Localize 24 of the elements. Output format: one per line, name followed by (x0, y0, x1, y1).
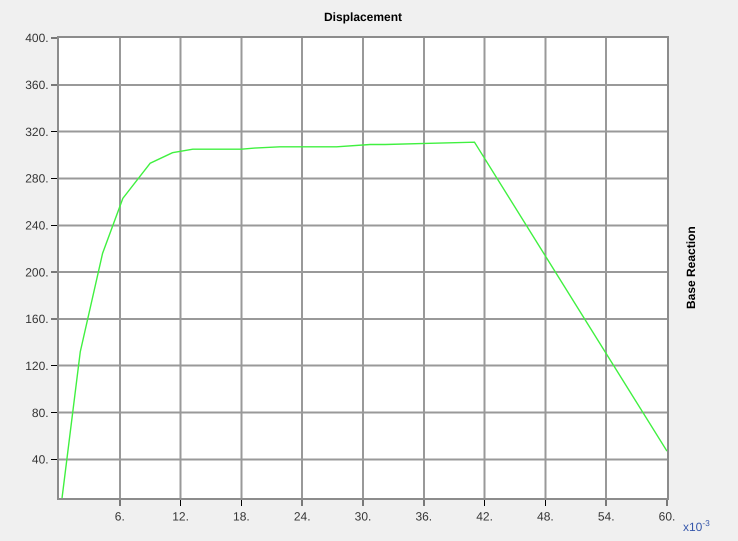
line-series (61, 141, 667, 498)
x-tick-label: 60. (658, 509, 676, 524)
y-tick-label: 160. (25, 312, 49, 326)
x-tick-label: 24. (294, 509, 311, 524)
chart-title: Displacement (324, 10, 402, 24)
x-tick-label: 18. (233, 509, 250, 524)
y-tick-label: 120. (25, 358, 49, 373)
y-tick-label: 320. (25, 124, 49, 139)
x-tick-label: 30. (354, 509, 372, 524)
y-tick-label: 200. (25, 265, 49, 280)
x-tick-label: 48. (537, 509, 554, 524)
y-tick-label: 360. (25, 78, 49, 92)
text: x10$^{-3}$ (683, 518, 710, 534)
y-tick-label: 40. (32, 452, 49, 467)
x-tick-label: 12. (172, 509, 189, 524)
y-axis-title: Base Reaction (684, 226, 698, 309)
x-tick-label: 6. (114, 509, 125, 524)
y-tick-label: 240. (25, 218, 49, 232)
x-tick-label: 36. (415, 509, 432, 524)
y-tick-label: 280. (25, 172, 49, 186)
y-tick-label: 400. (25, 31, 49, 46)
x-tick-label: 42. (476, 509, 493, 524)
x-tick-label: 54. (598, 509, 615, 524)
y-tick-label: 80. (32, 406, 49, 420)
